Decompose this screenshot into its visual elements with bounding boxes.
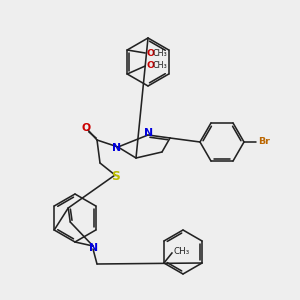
Text: S: S	[111, 169, 119, 182]
Text: O: O	[146, 61, 154, 70]
Text: O: O	[81, 123, 91, 133]
Text: N: N	[144, 128, 154, 138]
Text: CH₃: CH₃	[152, 61, 167, 70]
Text: CH₃: CH₃	[152, 49, 167, 58]
Text: CH₃: CH₃	[174, 247, 190, 256]
Text: N: N	[89, 243, 99, 253]
Text: N: N	[112, 143, 122, 153]
Text: Br: Br	[258, 137, 270, 146]
Text: O: O	[146, 49, 154, 58]
